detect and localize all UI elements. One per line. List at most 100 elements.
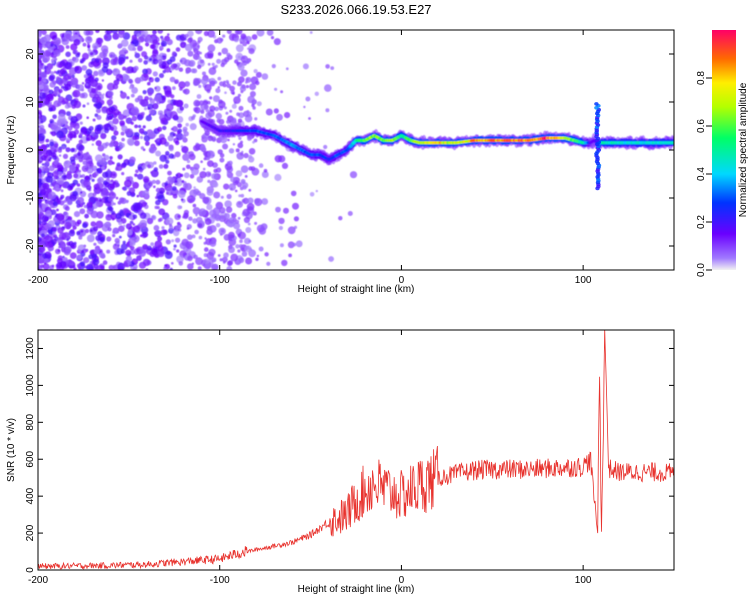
spectrogram-speckle bbox=[59, 68, 66, 75]
spectrogram-speckle bbox=[101, 142, 108, 149]
spectrogram-speckle bbox=[79, 132, 83, 136]
spectrogram-speckle bbox=[169, 177, 175, 183]
spectrogram-speckle bbox=[113, 202, 116, 206]
spectrogram-speckle bbox=[174, 180, 178, 183]
spectrogram-speckle bbox=[80, 229, 84, 233]
spectrogram-speckle bbox=[117, 262, 126, 270]
spectrogram-speckle bbox=[78, 139, 84, 144]
spectrogram-speckle bbox=[142, 34, 145, 37]
spectrogram-speckle bbox=[85, 83, 89, 86]
spectrogram-speckle bbox=[198, 235, 203, 240]
spectrogram-speckle bbox=[228, 148, 235, 154]
snr-x-tick-label: 0 bbox=[399, 575, 405, 586]
spectrogram-speckle bbox=[190, 68, 196, 74]
spectrogram-speckle bbox=[162, 125, 167, 131]
spectrogram-speckle bbox=[86, 207, 94, 215]
spectrogram-speckle bbox=[85, 30, 91, 36]
spectrogram-speckle bbox=[57, 249, 61, 253]
spectrogram-speckle bbox=[51, 264, 55, 268]
spectrogram-speckle bbox=[106, 99, 114, 106]
spectrogram-speckle bbox=[57, 69, 61, 73]
spectrogram-speckle bbox=[41, 73, 46, 78]
spectrogram-speckle bbox=[77, 84, 84, 92]
spectrogram-speckle bbox=[229, 109, 233, 113]
spectrogram-speckle bbox=[164, 251, 173, 259]
spectrogram-speckle bbox=[174, 80, 179, 84]
spectrogram-speckle bbox=[48, 75, 55, 82]
spectrogram-speckle bbox=[126, 252, 131, 257]
spectrogram-speckle bbox=[155, 187, 161, 193]
spectrogram-speckle bbox=[146, 217, 154, 225]
spectrogram-speckle bbox=[101, 223, 110, 232]
spectrogram-speckle bbox=[328, 256, 334, 262]
spectrogram-speckle bbox=[147, 81, 151, 86]
spectrogram-speckle bbox=[108, 115, 113, 120]
spectrogram-speckle bbox=[57, 148, 63, 153]
spectrogram-speckle bbox=[148, 113, 152, 117]
spectrogram-speckle bbox=[193, 77, 199, 84]
spectrogram-speckle bbox=[338, 216, 343, 221]
spectrogram-speckle bbox=[173, 229, 180, 237]
spectrogram-speckle bbox=[216, 37, 223, 44]
spectrogram-speckle bbox=[173, 114, 178, 119]
spectrogram-speckle bbox=[72, 179, 79, 186]
spectrogram-speckle bbox=[121, 172, 125, 176]
spectrogram-speckle bbox=[38, 68, 42, 76]
spectrogram-speckle bbox=[61, 85, 65, 89]
spectrogram-speckle bbox=[57, 227, 64, 234]
spectrogram-speckle bbox=[237, 118, 243, 123]
spectrogram-speckle bbox=[252, 140, 255, 144]
spectrogram-speckle bbox=[53, 37, 62, 46]
spectrogram-speckle bbox=[198, 100, 205, 106]
spectrogram-speckle bbox=[95, 58, 100, 63]
spectrogram-speckle bbox=[92, 192, 97, 197]
spectrogram-speckle bbox=[227, 138, 230, 142]
spectrogram-speckle bbox=[109, 183, 115, 189]
spectrogram-speckle bbox=[72, 89, 81, 98]
spectrogram-speckle bbox=[245, 227, 252, 233]
spectrogram-speckle bbox=[156, 138, 160, 142]
spectrogram-speckle bbox=[94, 134, 98, 139]
spectrogram-speckle bbox=[222, 256, 228, 263]
spectrogram-speckle bbox=[76, 254, 82, 260]
spectrogram-speckle bbox=[157, 126, 163, 132]
spectrogram-speckle bbox=[38, 84, 44, 90]
spectrogram-speckle bbox=[238, 231, 247, 240]
spectrogram-speckle bbox=[108, 52, 116, 59]
spectrogram-speckle bbox=[102, 48, 109, 55]
spectrogram-speckle bbox=[57, 171, 63, 177]
spectrogram-speckle bbox=[98, 70, 104, 75]
spectrogram-speckle bbox=[189, 123, 197, 131]
spectrogram-speckle bbox=[213, 168, 218, 173]
spectrogram-speckle bbox=[209, 209, 217, 217]
spectrogram-speckle bbox=[203, 157, 207, 161]
spectrogram-speckle bbox=[184, 81, 191, 87]
snr-x-tick-label: -100 bbox=[210, 575, 230, 586]
spectrogram-speckle bbox=[100, 159, 107, 166]
spectrogram-speckle bbox=[169, 56, 176, 63]
spectrogram-speckle bbox=[227, 160, 233, 166]
spectrogram-speckle bbox=[118, 225, 125, 232]
spectrogram-speckle bbox=[64, 221, 72, 230]
spectrogram-speckle bbox=[195, 214, 198, 217]
colorbar-tick-label: 0.2 bbox=[696, 215, 707, 229]
spectrogram-speckle bbox=[159, 112, 162, 116]
spectrogram-speckle bbox=[177, 214, 181, 219]
spectrogram-speckle bbox=[143, 135, 151, 142]
spectrogram-speckle bbox=[172, 86, 176, 90]
spectrogram-speckle bbox=[99, 236, 106, 243]
spectrogram-speckle bbox=[97, 231, 103, 237]
spectrogram-y-label: Frequency (Hz) bbox=[6, 116, 17, 185]
spectrogram-speckle bbox=[219, 153, 225, 158]
spectrogram-speckle bbox=[65, 33, 71, 40]
spectrogram-speckle bbox=[40, 62, 44, 66]
spectrogram-speckle bbox=[165, 159, 170, 164]
spectrogram-speckle bbox=[226, 52, 231, 58]
spectrogram-speckle bbox=[82, 52, 89, 60]
spectrogram-speckle bbox=[57, 114, 66, 122]
spectrogram-speckle bbox=[175, 132, 184, 141]
spectrogram-x-tick-label: 100 bbox=[575, 275, 592, 286]
spectrogram-speckle bbox=[94, 101, 103, 110]
spectrogram-ridge bbox=[199, 115, 674, 166]
spectrogram-speckle bbox=[119, 142, 125, 148]
